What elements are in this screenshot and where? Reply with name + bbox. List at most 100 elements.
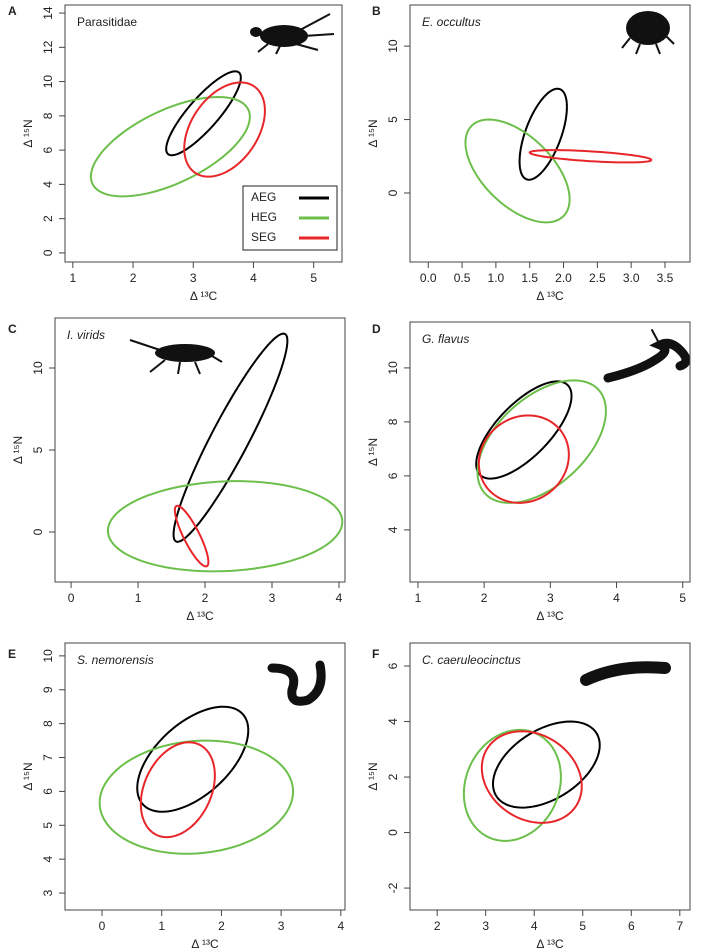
icon-legs: [621, 35, 675, 55]
y-tick-label: 10: [31, 361, 45, 375]
x-tick-label: 2.0: [555, 271, 572, 285]
x-tick-label: 6: [628, 919, 635, 933]
icon-body: [267, 660, 326, 706]
y-tick-label: 4: [386, 718, 400, 725]
panel-label: A: [8, 4, 17, 18]
icon-springtail: [129, 339, 223, 375]
x-axis-label: Δ ¹³C: [536, 937, 564, 951]
ellipse: [528, 149, 653, 164]
x-tick-label: 2: [202, 591, 209, 605]
y-tick-label: 2: [41, 215, 55, 222]
x-tick-label: 5: [310, 271, 317, 285]
y-tick-label: 3: [41, 889, 55, 896]
icon-body: [603, 338, 691, 383]
plot-area: [98, 705, 295, 855]
x-axis-label: Δ ¹³C: [191, 937, 219, 951]
x-tick-label: 2: [481, 591, 488, 605]
y-tick-label: 14: [41, 6, 55, 20]
ellipse: [172, 332, 289, 543]
x-tick-label: 4: [531, 919, 538, 933]
panel-label: D: [372, 322, 381, 336]
y-tick-label: 0: [386, 189, 400, 196]
x-tick-label: 1: [135, 591, 142, 605]
panel-title: C. caeruleocinctus: [422, 653, 521, 667]
ellipse: [476, 379, 607, 504]
ellipse: [518, 87, 568, 181]
plot-frame: [409, 321, 691, 583]
ellipse: [183, 81, 266, 178]
x-tick-label: 0: [99, 919, 106, 933]
panel-title: I. virids: [67, 328, 105, 342]
ellipse: [475, 380, 573, 480]
ellipse: [89, 96, 251, 198]
icon-body: [155, 344, 215, 362]
x-tick-label: 2.5: [589, 271, 606, 285]
icon-centipede: [267, 660, 326, 706]
ellipse: [464, 118, 571, 224]
ellipse: [165, 70, 242, 157]
y-tick-label: 10: [41, 75, 55, 89]
y-axis-label: Δ ¹⁵N: [366, 438, 380, 466]
ellipse: [491, 720, 601, 809]
y-tick-label: 6: [386, 662, 400, 669]
ellipse: [136, 705, 250, 813]
x-tick-label: 4: [250, 271, 257, 285]
y-tick-label: 12: [41, 40, 55, 54]
y-tick-label: 6: [386, 472, 400, 479]
x-tick-label: 5: [679, 591, 686, 605]
icon-head: [250, 27, 262, 37]
y-tick-label: 4: [386, 526, 400, 533]
x-tick-label: 3: [482, 919, 489, 933]
legend-label: AEG: [251, 190, 276, 204]
icon-body: [580, 661, 671, 686]
x-axis-label: Δ ¹³C: [190, 289, 218, 303]
x-tick-label: 3: [190, 271, 197, 285]
x-tick-label: 1: [158, 919, 165, 933]
y-axis-label: Δ ¹⁵N: [11, 436, 25, 464]
legend-label: SEG: [251, 230, 276, 244]
plot-frame: [54, 317, 346, 583]
y-tick-label: 4: [41, 181, 55, 188]
x-tick-label: 0.5: [454, 271, 471, 285]
y-tick-label: 8: [41, 720, 55, 727]
x-tick-label: 3: [278, 919, 285, 933]
x-tick-label: 1.5: [521, 271, 538, 285]
icon-body: [626, 11, 670, 45]
plot-area: [106, 332, 344, 573]
y-tick-label: 10: [386, 39, 400, 53]
x-tick-label: 4: [613, 591, 620, 605]
x-tick-label: 2: [130, 271, 137, 285]
legend-label: HEG: [251, 210, 277, 224]
y-tick-label: -2: [386, 882, 400, 893]
plot-frame: [64, 642, 346, 911]
x-tick-label: 3: [547, 591, 554, 605]
ellipse: [106, 480, 344, 573]
plot-area: [89, 70, 266, 198]
y-tick-label: 5: [31, 446, 45, 453]
ellipse: [477, 414, 570, 504]
x-tick-label: 3.0: [623, 271, 640, 285]
plot-frame: [409, 4, 691, 263]
x-tick-label: 5: [579, 919, 586, 933]
panel-title: S. nemorensis: [77, 653, 154, 667]
y-axis-label: Δ ¹⁵N: [21, 119, 35, 147]
x-tick-label: 2: [218, 919, 225, 933]
x-tick-label: 1.0: [488, 271, 505, 285]
panel-label: E: [8, 647, 16, 661]
panel-title: G. flavus: [422, 332, 469, 346]
y-tick-label: 0: [31, 528, 45, 535]
x-tick-label: 0: [68, 591, 75, 605]
ellipse: [480, 730, 583, 824]
icon-legs: [257, 13, 335, 55]
x-axis-label: Δ ¹³C: [536, 289, 564, 303]
y-axis-label: Δ ¹⁵N: [21, 762, 35, 790]
x-tick-label: 2: [434, 919, 441, 933]
y-tick-label: 5: [386, 116, 400, 123]
icon-mite: [250, 13, 335, 55]
panel-label: B: [372, 4, 381, 18]
panel-title: E. occultus: [422, 15, 481, 29]
panel-label: F: [372, 647, 379, 661]
y-tick-label: 5: [41, 822, 55, 829]
x-tick-label: 3: [269, 591, 276, 605]
